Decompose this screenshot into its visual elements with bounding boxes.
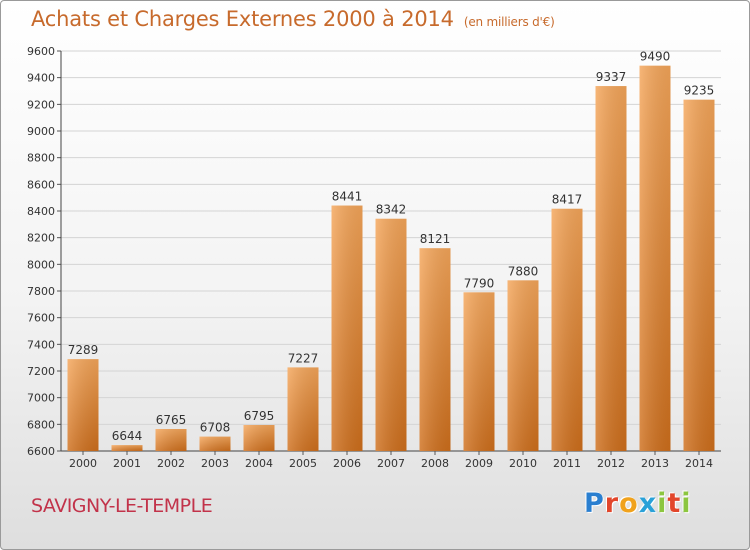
bar-shade <box>287 367 319 451</box>
y-tick-label: 7400 <box>27 338 55 351</box>
x-tick-label: 2010 <box>509 457 537 470</box>
x-tick-label: 2008 <box>421 457 449 470</box>
data-label: 7790 <box>464 276 495 290</box>
y-tick-label: 9000 <box>27 125 55 138</box>
bar-shade <box>111 445 143 451</box>
bar-shade <box>595 86 627 452</box>
logo-letter: t <box>667 488 682 519</box>
y-tick-label: 7600 <box>27 312 55 325</box>
data-label: 9337 <box>596 70 627 84</box>
x-tick-label: 2001 <box>113 457 141 470</box>
logo-letter: i <box>681 488 692 519</box>
y-tick-label: 7000 <box>27 392 55 405</box>
y-tick-label: 9600 <box>27 45 55 58</box>
x-tick-label: 2012 <box>597 457 625 470</box>
data-label: 7289 <box>68 343 99 357</box>
data-label: 8441 <box>332 190 363 204</box>
x-tick-label: 2003 <box>201 457 229 470</box>
data-label: 7227 <box>288 351 319 365</box>
y-tick-label: 6600 <box>27 445 55 458</box>
chart-title-text: Achats et Charges Externes 2000 à 2014 <box>31 7 454 31</box>
logo-letter: x <box>638 488 658 519</box>
bar-shade <box>639 65 671 452</box>
x-tick-label: 2007 <box>377 457 405 470</box>
bar-shade <box>155 429 187 451</box>
y-tick-label: 8000 <box>27 258 55 271</box>
y-tick-label: 9200 <box>27 98 55 111</box>
bar-shade <box>67 359 99 451</box>
data-label: 6644 <box>112 429 143 443</box>
x-tick-label: 2013 <box>641 457 669 470</box>
data-label: 9235 <box>684 84 715 98</box>
x-tick-label: 2006 <box>333 457 361 470</box>
y-tick-label: 7200 <box>27 365 55 378</box>
logo-letter: i <box>657 488 668 519</box>
logo-letter: P <box>584 488 605 519</box>
chart-unit: (en milliers d'€) <box>463 15 555 29</box>
data-label: 7880 <box>508 264 539 278</box>
bar-shade <box>375 218 407 451</box>
y-tick-label: 8600 <box>27 178 55 191</box>
x-tick-label: 2005 <box>289 457 317 470</box>
x-tick-label: 2000 <box>69 457 97 470</box>
logo-letter: r <box>604 488 620 519</box>
logo-letter: o <box>619 488 639 519</box>
chart-title: Achats et Charges Externes 2000 à 2014 (e… <box>31 7 555 31</box>
data-label: 8121 <box>420 232 451 246</box>
bar-shade <box>331 205 363 451</box>
data-label: 6795 <box>244 409 275 423</box>
data-label: 9490 <box>640 50 671 64</box>
x-tick-label: 2004 <box>245 457 273 470</box>
proxiti-logo: Proxiti <box>584 488 692 519</box>
y-tick-label: 6800 <box>27 418 55 431</box>
bar-shade <box>463 292 495 451</box>
y-tick-label: 8400 <box>27 205 55 218</box>
bar-shade <box>507 280 539 451</box>
bar-shade <box>683 99 715 452</box>
commune-name: SAVIGNY-LE-TEMPLE <box>31 495 213 517</box>
data-label: 8417 <box>552 193 583 207</box>
bar-shade <box>199 436 231 451</box>
x-tick-label: 2014 <box>685 457 713 470</box>
data-label: 6708 <box>200 421 231 435</box>
x-tick-label: 2002 <box>157 457 185 470</box>
bar-shade <box>551 208 583 451</box>
x-tick-label: 2009 <box>465 457 493 470</box>
x-tick-label: 2011 <box>553 457 581 470</box>
y-tick-label: 8800 <box>27 152 55 165</box>
y-tick-label: 8200 <box>27 232 55 245</box>
bar-shade <box>243 425 275 451</box>
data-label: 6765 <box>156 413 187 427</box>
bar-shade <box>419 248 451 451</box>
data-label: 8342 <box>376 203 407 217</box>
y-tick-label: 9400 <box>27 72 55 85</box>
y-tick-label: 7800 <box>27 285 55 298</box>
